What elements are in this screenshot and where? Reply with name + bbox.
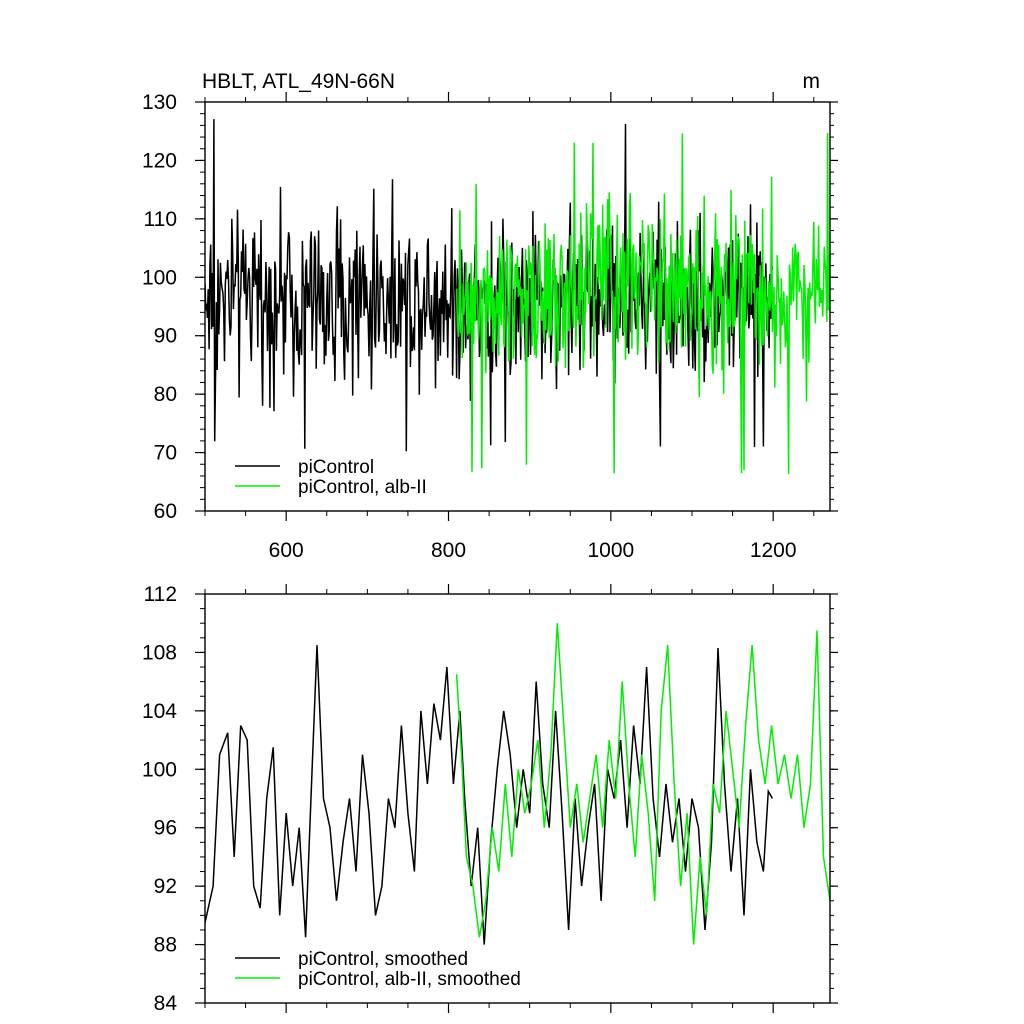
y-tick-label: 84 — [154, 992, 178, 1015]
y-tick-label: 70 — [154, 442, 177, 465]
bottom-series-lines — [205, 623, 830, 945]
series-line-picontrol — [205, 119, 774, 452]
legend-label: piControl, alb-II, smoothed — [298, 969, 521, 990]
series-line-picontrol-alb-ii — [455, 133, 830, 474]
y-tick-label: 130 — [142, 91, 177, 114]
y-tick-label: 104 — [142, 700, 177, 723]
top-series-lines — [205, 119, 830, 474]
legend-label: piControl — [298, 457, 374, 478]
x-tick-label: 800 — [431, 539, 466, 562]
top-panel: HBLT, ATL_49N-66N m 60 70 80 90 100 110 120 130… — [142, 70, 838, 562]
series-line-picontrol-alb-ii-smoothed — [455, 623, 830, 945]
top-axes: 60 70 80 90 100 110 120 130 600 800 1000 1200 — [142, 91, 838, 562]
series-line-picontrol-smoothed — [205, 645, 774, 945]
y-tick-label: 96 — [154, 817, 177, 840]
x-tick-label: 1200 — [750, 539, 797, 562]
y-tick-label: 100 — [142, 266, 177, 289]
y-tick-label: 100 — [142, 758, 177, 781]
y-tick-label: 88 — [154, 934, 177, 957]
y-tick-label: 60 — [154, 500, 177, 523]
y-tick-label: 120 — [142, 149, 177, 172]
x-tick-label: 600 — [269, 539, 304, 562]
y-tick-label: 108 — [142, 641, 177, 664]
y-tick-label: 110 — [144, 208, 177, 231]
top-chart-unit: m — [803, 70, 821, 93]
top-plot-frame — [204, 101, 831, 512]
x-tick-label: 1000 — [587, 539, 634, 562]
legend-label: piControl, alb-II — [298, 477, 427, 498]
top-chart-title: HBLT, ATL_49N-66N — [202, 70, 395, 93]
bottom-panel: 84 88 92 96 100 104 108 112 piControl, smoothed… — [142, 583, 838, 1015]
bottom-axes: 84 88 92 96 100 104 108 112 — [142, 583, 838, 1015]
legend-label: piControl, smoothed — [298, 949, 468, 970]
y-tick-label: 90 — [154, 325, 177, 348]
y-tick-label: 92 — [154, 875, 177, 898]
y-tick-label: 112 — [144, 583, 177, 606]
y-tick-label: 80 — [154, 383, 177, 406]
